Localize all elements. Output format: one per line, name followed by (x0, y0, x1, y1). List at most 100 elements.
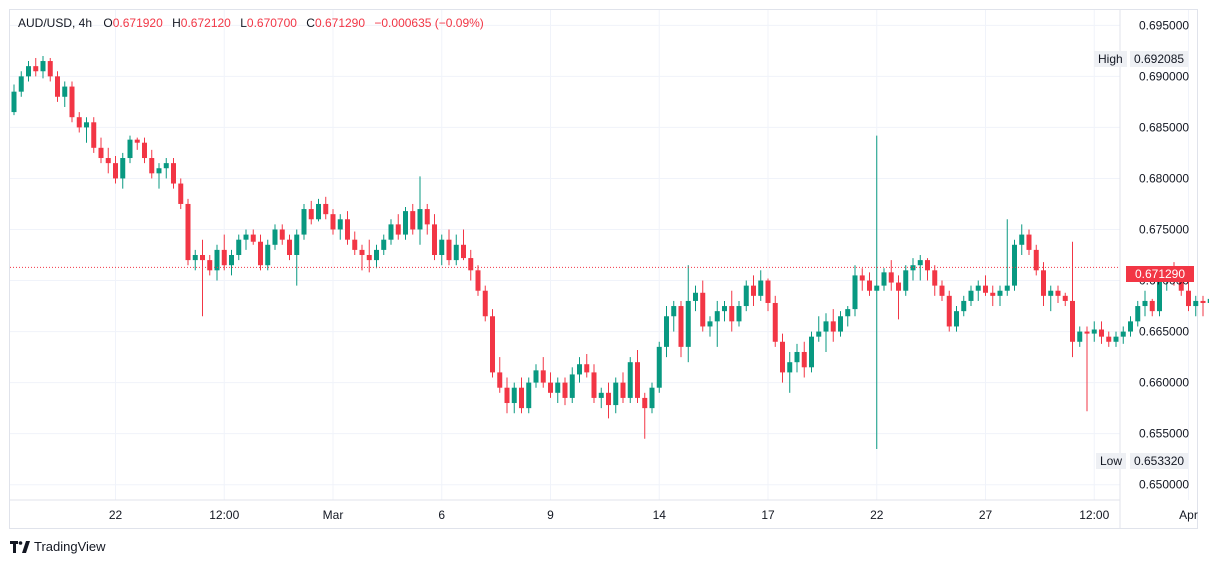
candle-body (932, 270, 938, 286)
candle-body (627, 362, 633, 398)
candle-body (149, 158, 155, 174)
candle-body (881, 272, 887, 286)
candle (62, 81, 68, 107)
price-tick-label: 0.650000 (1139, 478, 1189, 492)
candle-body (1106, 336, 1112, 342)
candle-body (475, 270, 481, 291)
candle-body (1048, 290, 1054, 296)
candle-body (156, 168, 162, 174)
candle-body (316, 203, 321, 220)
candle (693, 285, 698, 312)
candle (671, 300, 677, 332)
candle-body (417, 209, 423, 230)
candle (40, 55, 46, 79)
candle-body (830, 321, 836, 332)
candle-body (990, 292, 996, 296)
candles (11, 55, 1209, 449)
candle (142, 137, 147, 164)
candle-body (98, 147, 104, 159)
candle (1193, 295, 1199, 317)
candle-body (946, 295, 952, 327)
candle-body (1128, 321, 1133, 332)
candle (939, 280, 945, 301)
candle-body (308, 209, 314, 220)
candle (69, 81, 75, 123)
candle-body (642, 397, 648, 409)
time-tick-label: 27 (979, 508, 993, 522)
candle (258, 234, 263, 271)
change-value: −0.000635 (−0.09%) (374, 16, 484, 30)
candle-body (84, 122, 89, 128)
last-price-badge: 0.671290 (1126, 266, 1194, 282)
candle (729, 290, 735, 332)
time-tick-label: 17 (761, 508, 775, 522)
candle (265, 239, 271, 271)
candle-body (250, 234, 256, 242)
candle (229, 249, 234, 276)
candle (859, 268, 865, 291)
candle-body (185, 203, 191, 261)
candle (569, 367, 575, 404)
candle (540, 357, 546, 388)
candle (149, 149, 155, 179)
candle (772, 295, 778, 347)
time-tick-label: Mar (323, 508, 344, 522)
candle (221, 234, 227, 271)
candle (1135, 300, 1141, 327)
candle (1084, 326, 1090, 412)
tradingview-brand[interactable]: TradingView (10, 539, 106, 554)
candle (439, 234, 445, 266)
price-tick-label: 0.690000 (1139, 69, 1189, 83)
candle-body (1186, 290, 1191, 307)
candle (55, 71, 60, 102)
candle-body (113, 163, 118, 179)
candle (18, 71, 24, 97)
candle-body (453, 244, 459, 261)
candle (852, 265, 858, 317)
time-tick-label: 22 (109, 508, 123, 522)
candle-body (265, 244, 271, 266)
candle (903, 265, 909, 296)
candle-body (867, 280, 872, 291)
candle-body (395, 224, 401, 235)
candle (301, 203, 307, 240)
candle-body (1084, 331, 1090, 334)
candle-body (845, 309, 851, 317)
candle-body (707, 321, 713, 327)
candle (577, 357, 582, 383)
candle (562, 377, 568, 406)
candle-body (519, 387, 524, 409)
candle-body (352, 239, 358, 250)
candle (287, 234, 292, 261)
candle (519, 377, 524, 414)
candle (780, 333, 785, 383)
price-axis[interactable]: 0.695000 0.690000 0.685000 0.680000 0.675000… (1119, 10, 1189, 528)
candle-body (1200, 300, 1206, 303)
candle-body (410, 211, 416, 230)
candle-body (562, 382, 568, 398)
candle (294, 229, 300, 286)
candle-body (975, 285, 981, 291)
candle (91, 117, 97, 153)
candle (47, 57, 53, 82)
candle (359, 244, 365, 271)
candle (642, 392, 648, 439)
high-label: H (172, 16, 181, 30)
candle-body (780, 341, 785, 373)
candle (171, 158, 176, 189)
candle-body (961, 300, 967, 312)
symbol-legend: AUD/USD, 4h O0.671920 H0.672120 L0.67070… (18, 16, 490, 30)
price-tick-label: 0.660000 (1139, 376, 1189, 390)
candle-body (983, 285, 988, 293)
candle-body (229, 255, 234, 266)
candle (497, 357, 503, 393)
time-tick-label: 12:00 (1079, 508, 1109, 522)
candle (1055, 285, 1061, 303)
candle (410, 203, 416, 235)
candle-body (569, 374, 575, 398)
candle (946, 290, 952, 332)
candle (98, 137, 104, 164)
price-tick-label: 0.685000 (1139, 120, 1189, 134)
time-axis[interactable]: 22 12:00 Mar 6 9 14 17 22 27 12:00 Apr (10, 499, 1198, 522)
